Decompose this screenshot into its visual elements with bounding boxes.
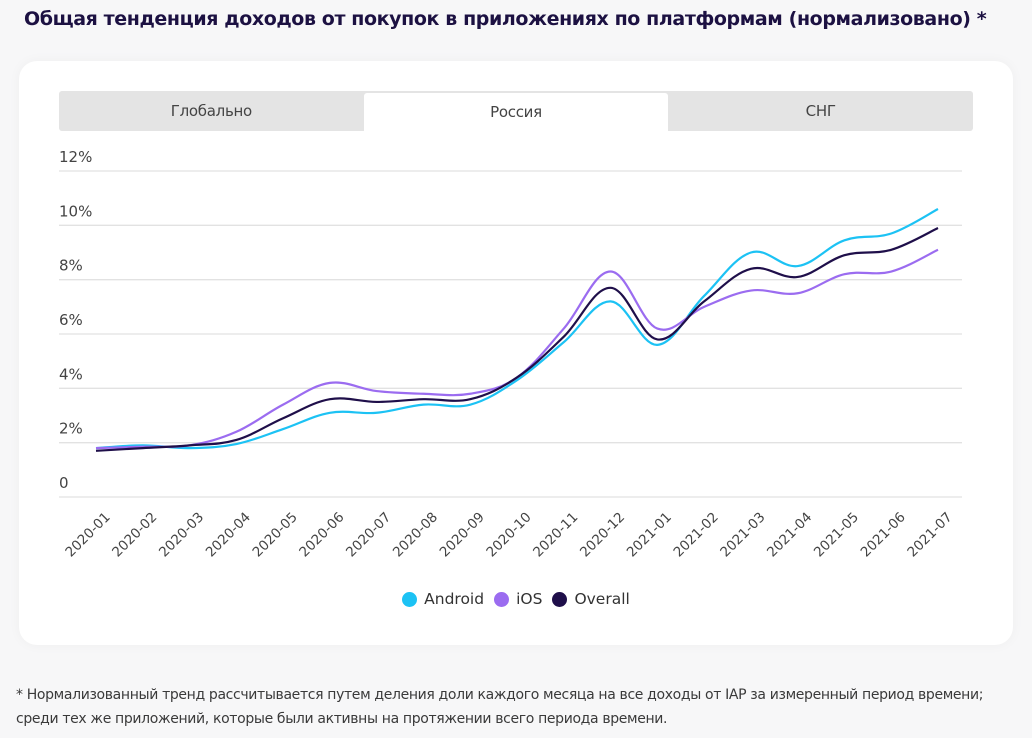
x-tick-label: 2020-01 bbox=[62, 509, 113, 560]
x-tick-label: 2021-03 bbox=[717, 509, 768, 560]
tab-russia[interactable]: Россия bbox=[363, 93, 669, 131]
y-tick-label: 0 bbox=[59, 474, 69, 492]
tab-global[interactable]: Глобально bbox=[59, 91, 364, 131]
legend-dot-android bbox=[402, 591, 418, 607]
x-tick-label: 2020-02 bbox=[109, 509, 160, 560]
tab-label: СНГ bbox=[805, 102, 836, 120]
x-tick-label: 2020-08 bbox=[390, 509, 441, 560]
y-tick-label: 10% bbox=[59, 202, 92, 220]
x-axis-ticks: 2020-012020-022020-032020-042020-052020-… bbox=[62, 509, 955, 560]
x-tick-label: 2020-09 bbox=[437, 509, 488, 560]
y-tick-label: 2% bbox=[59, 420, 83, 438]
x-tick-label: 2020-07 bbox=[343, 509, 394, 560]
x-tick-label: 2021-02 bbox=[671, 509, 722, 560]
legend-dot-overall bbox=[552, 591, 568, 607]
tab-cis[interactable]: СНГ bbox=[668, 91, 973, 131]
x-tick-label: 2021-04 bbox=[764, 509, 815, 560]
x-tick-label: 2021-01 bbox=[624, 509, 675, 560]
legend-label: Overall bbox=[574, 590, 630, 608]
region-tabs: Глобально Россия СНГ bbox=[59, 91, 973, 131]
x-tick-label: 2020-03 bbox=[156, 509, 207, 560]
page-title: Общая тенденция доходов от покупок в при… bbox=[24, 8, 987, 30]
legend-label: Android bbox=[424, 590, 485, 608]
tab-label: Россия bbox=[490, 103, 542, 121]
x-tick-label: 2021-06 bbox=[858, 509, 909, 560]
legend-dot-ios bbox=[494, 591, 510, 607]
series-line-android[interactable] bbox=[95, 208, 939, 450]
y-tick-label: 12% bbox=[59, 148, 92, 166]
x-tick-label: 2020-11 bbox=[530, 509, 581, 560]
series-line-overall[interactable] bbox=[95, 227, 939, 452]
line-chart: 02%4%6%8%10%12% 2020-012020-022020-03202… bbox=[59, 148, 962, 560]
tab-label: Глобально bbox=[170, 102, 252, 120]
x-tick-label: 2020-06 bbox=[296, 509, 347, 560]
y-tick-label: 6% bbox=[59, 311, 83, 329]
legend-item-android[interactable]: Android bbox=[402, 590, 484, 608]
y-axis-ticks: 0 2% 4% 6% 8% 10% 12% bbox=[59, 148, 92, 492]
legend-label: iOS bbox=[516, 590, 543, 608]
x-tick-label: 2021-07 bbox=[904, 509, 955, 560]
legend: Android iOS Overall bbox=[19, 590, 1013, 608]
chart-card: Глобально Россия СНГ 0 2% 4% 6% 8% 10% 12% 202… bbox=[19, 61, 1013, 645]
series-lines bbox=[95, 208, 939, 452]
legend-item-overall[interactable]: Overall bbox=[552, 590, 630, 608]
x-tick-label: 2020-10 bbox=[483, 509, 534, 560]
y-tick-label: 4% bbox=[59, 365, 83, 383]
x-tick-label: 2020-12 bbox=[577, 509, 628, 560]
footnote: * Нормализованный тренд рассчитывается п… bbox=[16, 687, 984, 727]
x-tick-label: 2020-04 bbox=[203, 509, 254, 560]
y-tick-label: 8% bbox=[59, 257, 83, 275]
legend-item-ios[interactable]: iOS bbox=[494, 590, 542, 608]
x-tick-label: 2021-05 bbox=[811, 509, 862, 560]
x-tick-label: 2020-05 bbox=[250, 509, 301, 560]
gridlines bbox=[59, 170, 962, 498]
